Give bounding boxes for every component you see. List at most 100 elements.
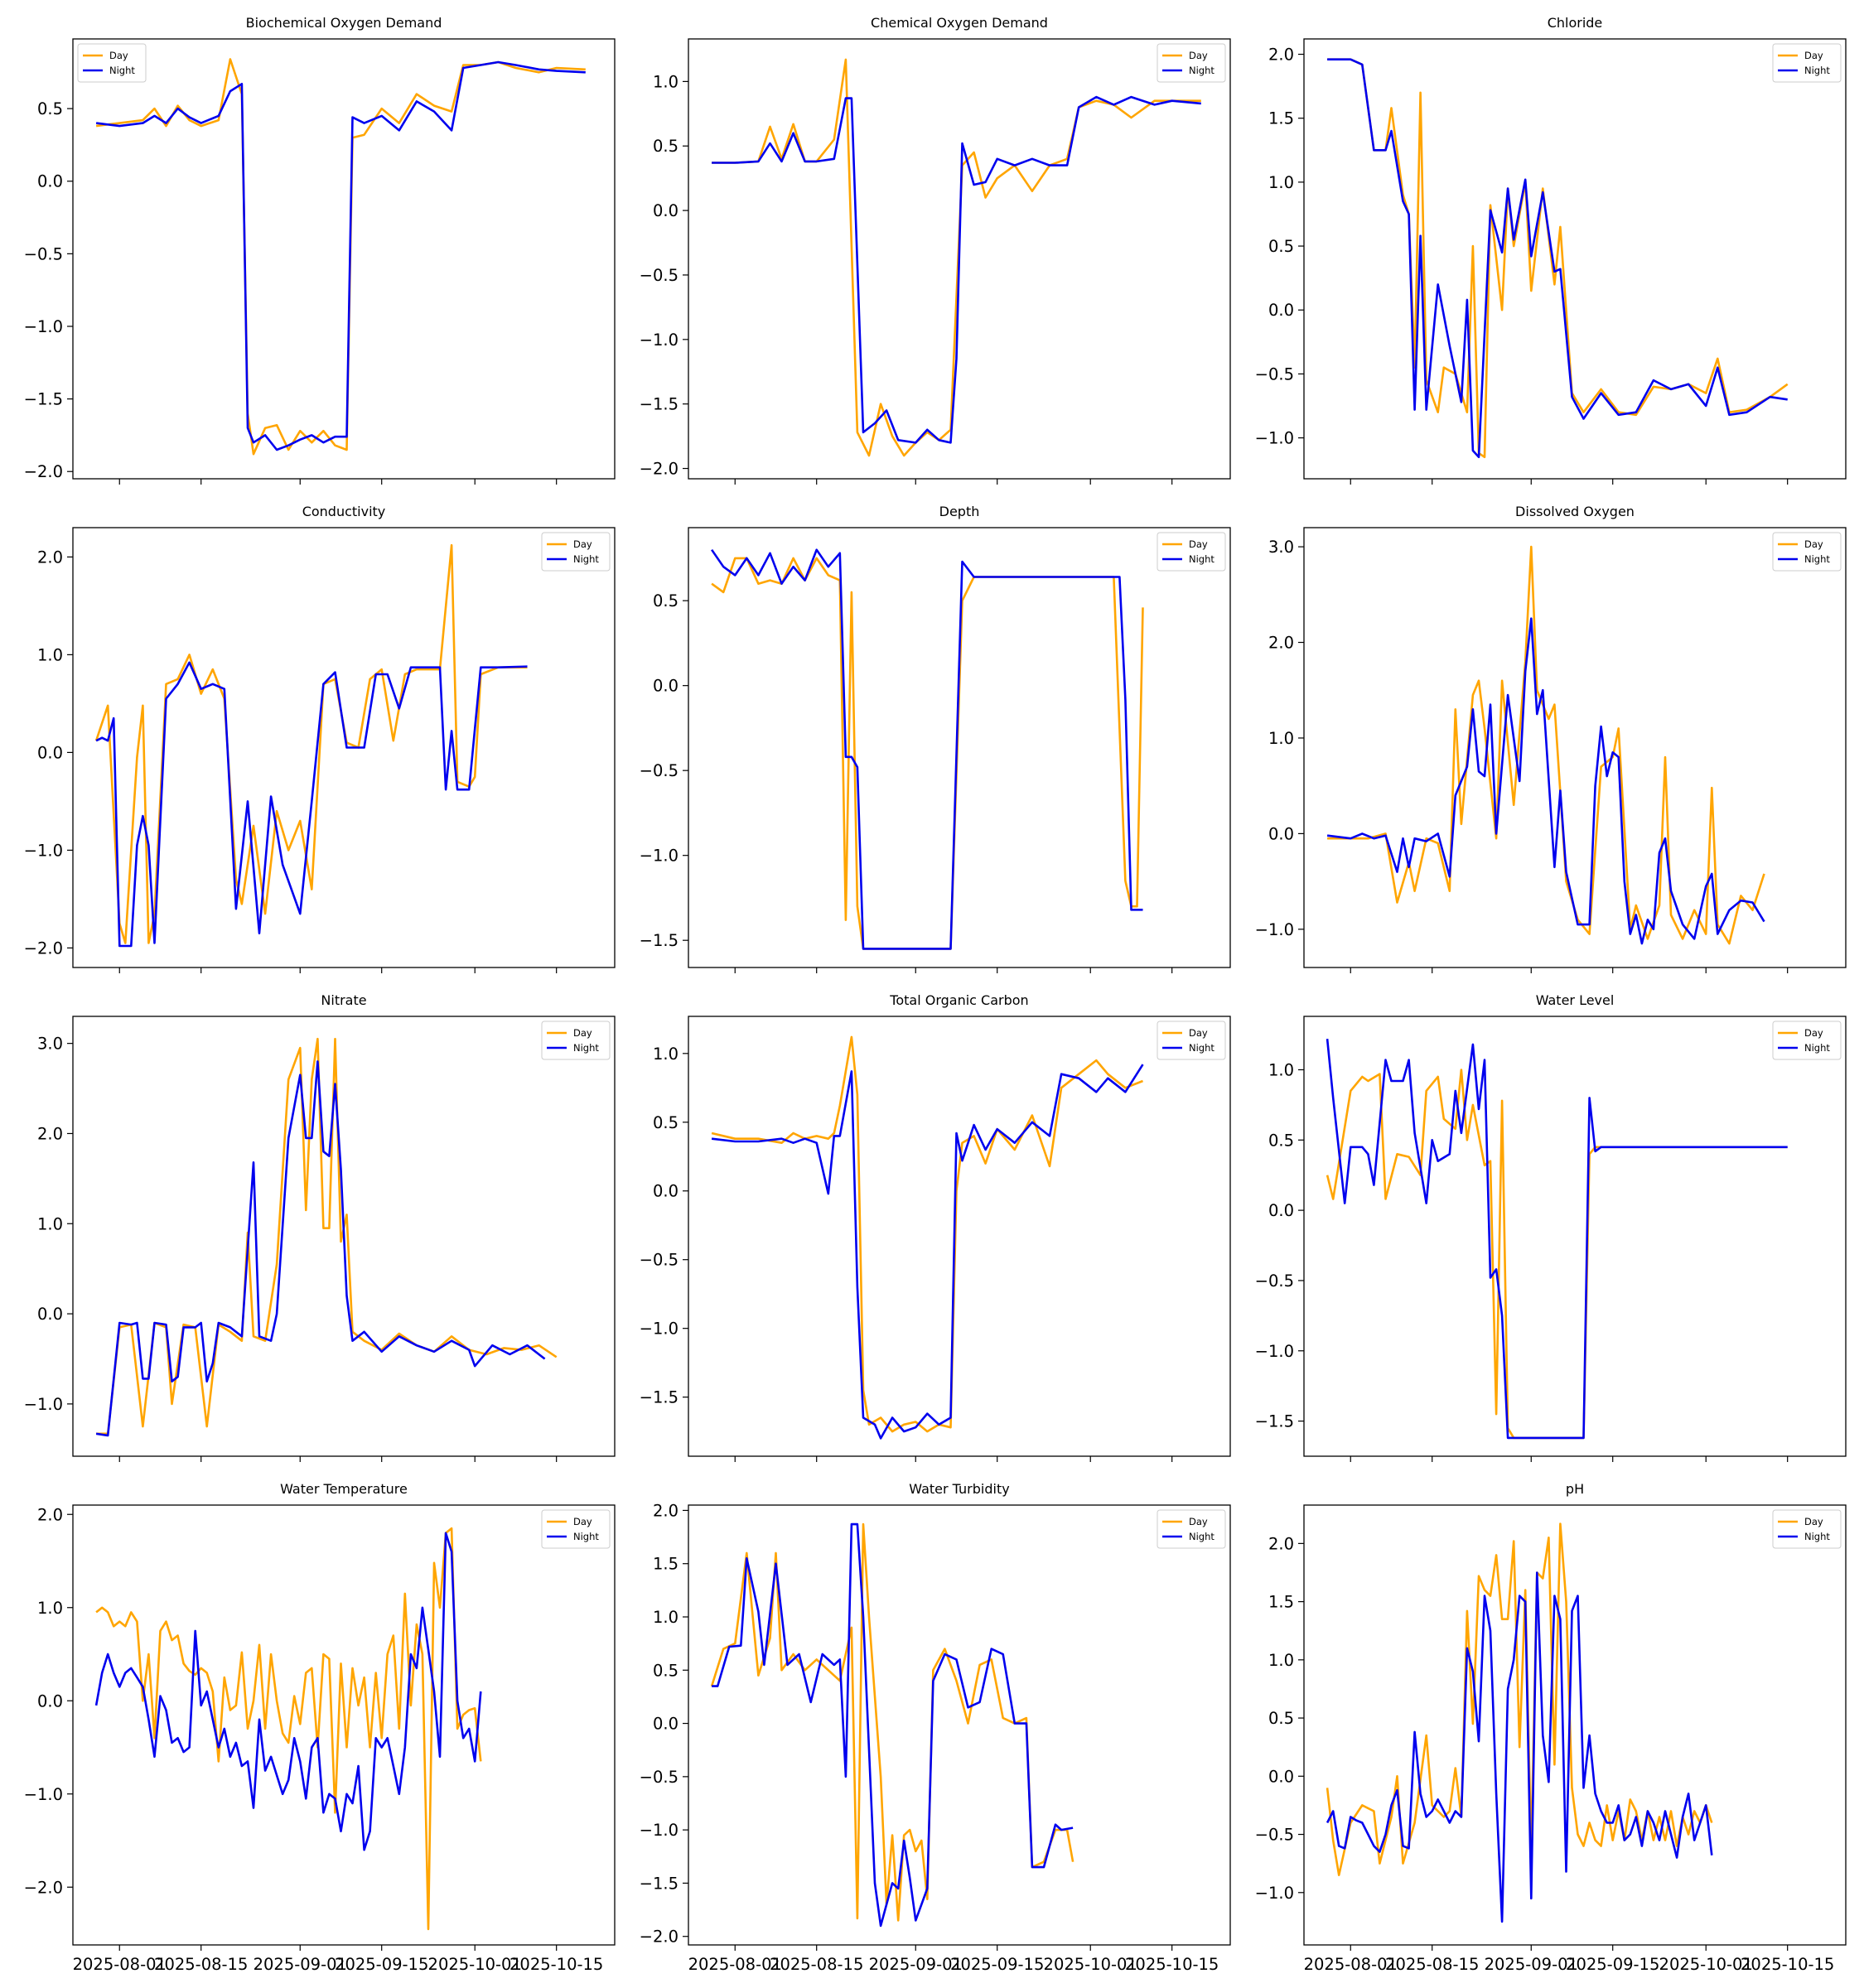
y-tick-label: −1.0 [1255, 920, 1294, 939]
x-tick-label: 2025-09-01 [1485, 1955, 1578, 1974]
y-tick-label: 0.0 [37, 1305, 63, 1324]
panel-conductivity: Conductivity −2.0 −1.0 0.0 1.0 2.0 Day Night [24, 504, 616, 973]
chart-title: Water Level [1536, 992, 1615, 1008]
series-line-night [95, 661, 528, 948]
y-tick-label: 1.0 [653, 1045, 678, 1064]
panel-depth: Depth −1.5 −1.0 −0.5 0.0 0.5 Day Night [640, 504, 1231, 973]
legend: Day Night [1157, 532, 1226, 572]
x-tick-label: 2025-10-15 [1125, 1955, 1219, 1974]
y-tick-label: −1.0 [640, 331, 678, 350]
legend-label-day: Day [1804, 1027, 1823, 1039]
legend-box [541, 1021, 611, 1060]
series-line-day [1327, 58, 1789, 459]
y-tick-label: −1.0 [24, 841, 63, 860]
axes-frame [72, 1016, 616, 1457]
plot-area [94, 543, 528, 948]
y-tick-label: 1.0 [37, 1214, 63, 1233]
y-tick-label: 3.0 [37, 1035, 63, 1054]
legend: Day Night [1772, 43, 1842, 83]
y-tick-label: −2.0 [24, 939, 63, 958]
chart-title: Chemical Oxygen Demand [871, 15, 1048, 31]
y-tick-label: −2.0 [640, 1928, 678, 1947]
series-line-day [710, 1522, 1074, 1922]
axes-frame [72, 38, 616, 480]
legend-label-night: Night [1804, 65, 1830, 76]
y-tick-label: −0.5 [1255, 1271, 1294, 1291]
legend-label-day: Day [573, 538, 592, 550]
plot-area [712, 58, 1201, 457]
x-tick-label: 2025-08-15 [770, 1955, 863, 1974]
y-tick-label: 1.0 [37, 645, 63, 664]
series-line-night [712, 1522, 1074, 1928]
legend: Day Night [1157, 1509, 1226, 1549]
y-tick-label: 2.0 [1268, 46, 1294, 65]
y-tick-label: 0.0 [653, 201, 678, 220]
axes-frame [688, 38, 1231, 480]
y-tick-label: −1.5 [1255, 1412, 1294, 1431]
y-tick-label: −1.5 [640, 1874, 678, 1893]
legend-box [77, 43, 147, 83]
chart-title: Chloride [1548, 15, 1603, 31]
axes-frame [688, 1504, 1231, 1946]
y-tick-label: −2.0 [640, 460, 678, 479]
axes-frame [1303, 38, 1847, 480]
panel-total-organic-carbon: Total Organic Carbon −1.5 −1.0 −0.5 0.0 0.5 1.… [640, 992, 1231, 1462]
y-tick-label: −1.0 [640, 1320, 678, 1339]
y-tick-label: 1.5 [1268, 109, 1294, 128]
y-tick-label: −0.5 [1255, 1826, 1294, 1845]
chart-title: pH [1566, 1481, 1584, 1497]
y-tick-label: −2.0 [24, 462, 63, 481]
plot-area [95, 1037, 558, 1437]
plot-area [711, 1035, 1144, 1440]
legend-box [541, 532, 611, 572]
legend: Day Night [77, 43, 147, 83]
series-line-night [1326, 1571, 1713, 1923]
chart-title: Dissolved Oxygen [1515, 504, 1635, 519]
series-line-day [712, 58, 1201, 457]
x-tick-label: 2025-08-01 [73, 1955, 167, 1974]
y-tick-label: −1.0 [24, 1395, 63, 1414]
y-tick-label: −0.5 [640, 1768, 678, 1787]
series-line-day [94, 543, 528, 944]
legend-label-night: Night [1804, 1531, 1830, 1542]
panel-water-temperature: Water Temperature −2.0 −1.0 0.0 1.0 2.0 2025-0… [24, 1481, 616, 1974]
legend-label-night: Night [1189, 553, 1214, 565]
y-tick-label: −0.5 [640, 1251, 678, 1270]
axes-frame [72, 527, 616, 968]
panel-chloride: Chloride −1.0 −0.5 0.0 0.5 1.0 1.5 2.0 Day Night [1255, 15, 1847, 485]
legend-label-day: Day [1189, 1516, 1208, 1527]
legend-label-night: Night [1189, 1042, 1214, 1054]
chart-title: Biochemical Oxygen Demand [246, 15, 442, 31]
legend-label-day: Day [1804, 1516, 1823, 1527]
legend: Day Night [541, 532, 611, 572]
legend-label-night: Night [1189, 1531, 1214, 1542]
x-tick-label: 2025-08-01 [688, 1955, 782, 1974]
y-tick-label: −2.0 [24, 1878, 63, 1897]
legend-box [1157, 532, 1226, 572]
panel-water-level: Water Level −1.5 −1.0 −0.5 0.0 0.5 1.0 Day Night [1255, 992, 1847, 1462]
y-tick-label: −0.5 [640, 761, 678, 780]
x-tick-label: 2025-08-15 [154, 1955, 248, 1974]
plot-area [1326, 545, 1765, 945]
legend-label-night: Night [573, 553, 599, 565]
plot-area [710, 1522, 1074, 1928]
y-tick-label: −1.0 [1255, 1342, 1294, 1361]
y-tick-label: 0.5 [653, 591, 678, 610]
legend-label-day: Day [573, 1027, 592, 1039]
plot-area [95, 58, 586, 456]
y-tick-label: 1.0 [1268, 1060, 1294, 1079]
x-tick-label: 2025-10-15 [1741, 1955, 1834, 1974]
y-tick-label: 0.5 [1268, 1709, 1294, 1728]
legend-label-night: Night [1804, 553, 1830, 565]
y-tick-label: 2.0 [37, 1505, 63, 1524]
series-line-day [1326, 1522, 1713, 1876]
legend-label-night: Night [1804, 1042, 1830, 1054]
series-line-night [95, 1060, 546, 1437]
legend-label-day: Day [1189, 1027, 1208, 1039]
y-tick-label: 2.0 [37, 1124, 63, 1143]
panel-biochemical-oxygen-demand: Biochemical Oxygen Demand −2.0 −1.5 −1.0 −0.… [24, 15, 616, 485]
legend-box [1772, 532, 1842, 572]
plot-area [1326, 1522, 1713, 1923]
series-line-night [1326, 617, 1765, 945]
chart-title: Conductivity [302, 504, 386, 519]
